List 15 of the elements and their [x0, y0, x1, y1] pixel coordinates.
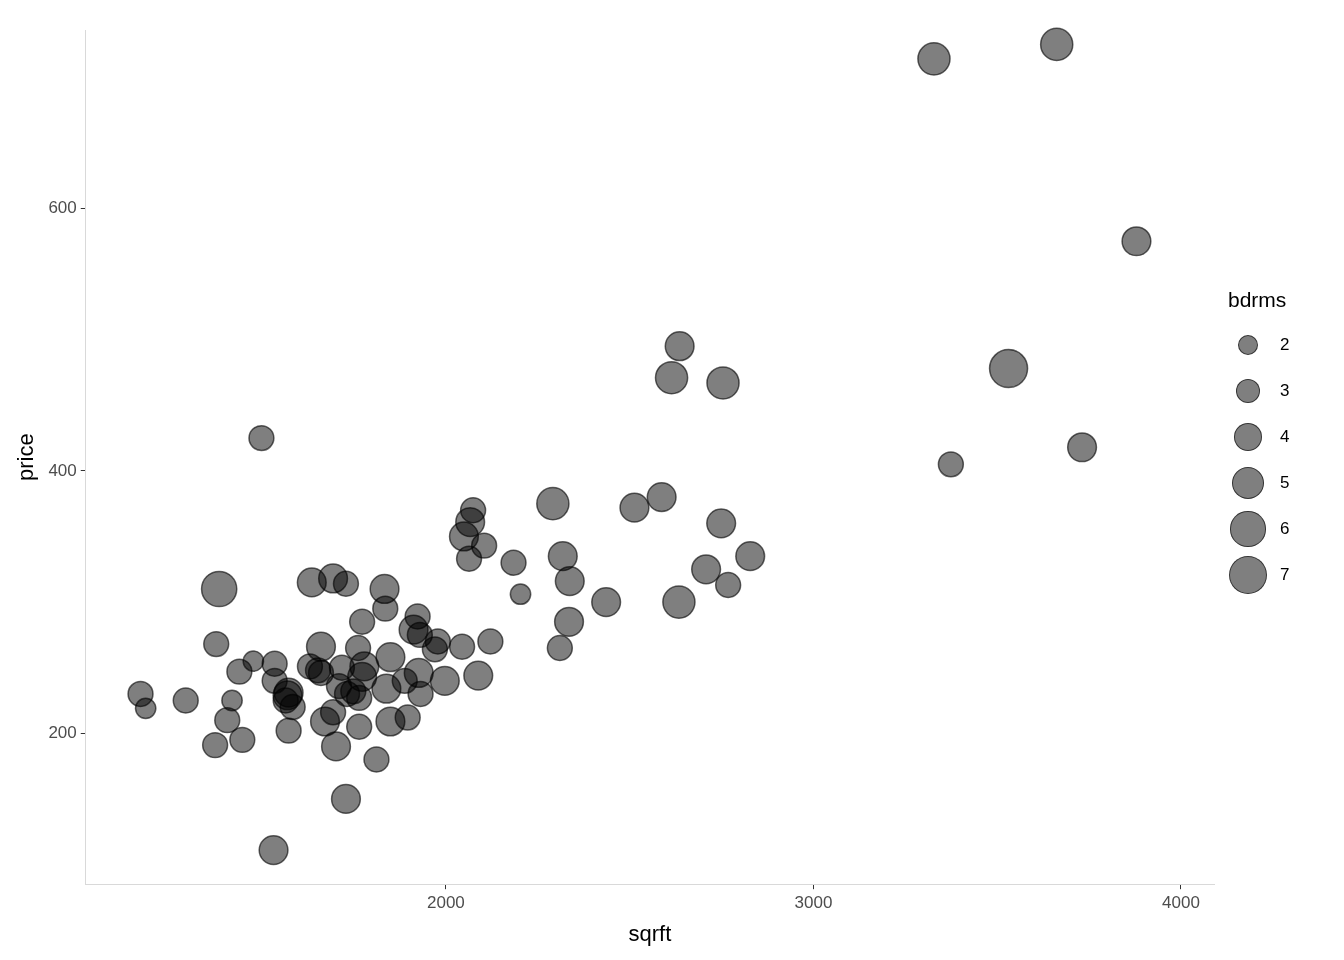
legend-label: 5	[1280, 473, 1290, 493]
legend-title: bdrms	[1228, 288, 1288, 312]
legend-label: 3	[1280, 381, 1290, 401]
x-tick-label: 2000	[427, 893, 465, 913]
y-tick-label: 400	[48, 460, 77, 480]
y-tick-label: 200	[48, 722, 77, 742]
x-axis-title: sqrft	[628, 920, 672, 946]
legend-label: 6	[1280, 519, 1290, 539]
legend-label: 7	[1280, 565, 1290, 585]
y-axis-title: price	[13, 433, 39, 481]
legend-label: 4	[1280, 427, 1290, 447]
y-tick-label: 600	[48, 198, 77, 218]
legend-label: 2	[1280, 335, 1290, 355]
x-tick-label: 4000	[1162, 893, 1200, 913]
x-tick-label: 3000	[794, 893, 833, 913]
